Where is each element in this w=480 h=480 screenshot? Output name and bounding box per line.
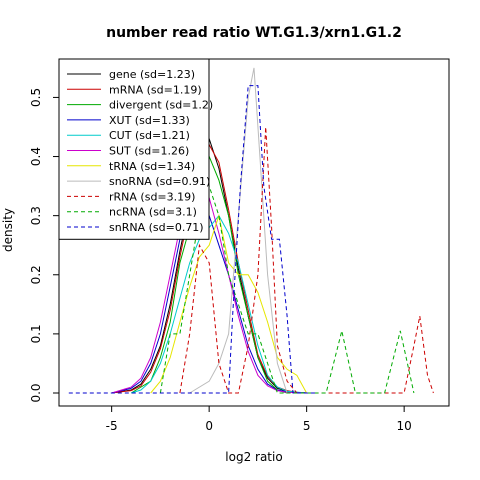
legend-entry: rRNA (sd=3.19) bbox=[109, 190, 195, 203]
x-tick-label: 5 bbox=[303, 419, 311, 433]
chart-title: number read ratio WT.G1.3/xrn1.G1.2 bbox=[106, 25, 402, 41]
legend-entry: snoRNA (sd=0.91) bbox=[109, 175, 210, 188]
legend-entry: snRNA (sd=0.71) bbox=[109, 221, 204, 234]
y-axis-label: density bbox=[1, 208, 15, 252]
legend-entry: SUT (sd=1.26) bbox=[109, 145, 189, 158]
series-line-2 bbox=[130, 154, 288, 394]
x-axis-label: log2 ratio bbox=[225, 450, 282, 464]
legend-entry: gene (sd=1.23) bbox=[109, 68, 195, 81]
legend-entry: ncRNA (sd=3.1) bbox=[109, 206, 197, 219]
y-tick-label: 0.3 bbox=[29, 206, 43, 225]
y-tick-label: 0.5 bbox=[29, 88, 43, 107]
x-tick-label: -5 bbox=[106, 419, 118, 433]
legend-entry: tRNA (sd=1.34) bbox=[109, 160, 195, 173]
y-tick-label: 0.1 bbox=[29, 324, 43, 343]
legend: gene (sd=1.23) mRNA (sd=1.19) divergent (s… bbox=[58, 58, 213, 240]
y-tick-label: 0.2 bbox=[29, 265, 43, 284]
series-line-8 bbox=[179, 126, 434, 394]
x-tick-label: 0 bbox=[205, 419, 213, 433]
series-line-4 bbox=[131, 214, 307, 394]
y-tick-label: 0.4 bbox=[29, 147, 43, 166]
series-line-9 bbox=[159, 184, 415, 394]
x-tick-label: 10 bbox=[397, 419, 412, 433]
legend-entry: XUT (sd=1.33) bbox=[109, 114, 190, 127]
series-line-10 bbox=[68, 85, 317, 394]
legend-entry: CUT (sd=1.21) bbox=[109, 129, 190, 142]
y-tick-label: 0.0 bbox=[29, 383, 43, 402]
legend-entry: divergent (sd=1.2) bbox=[109, 99, 213, 112]
series-line-7 bbox=[189, 67, 288, 394]
legend-entry: mRNA (sd=1.19) bbox=[109, 83, 202, 96]
